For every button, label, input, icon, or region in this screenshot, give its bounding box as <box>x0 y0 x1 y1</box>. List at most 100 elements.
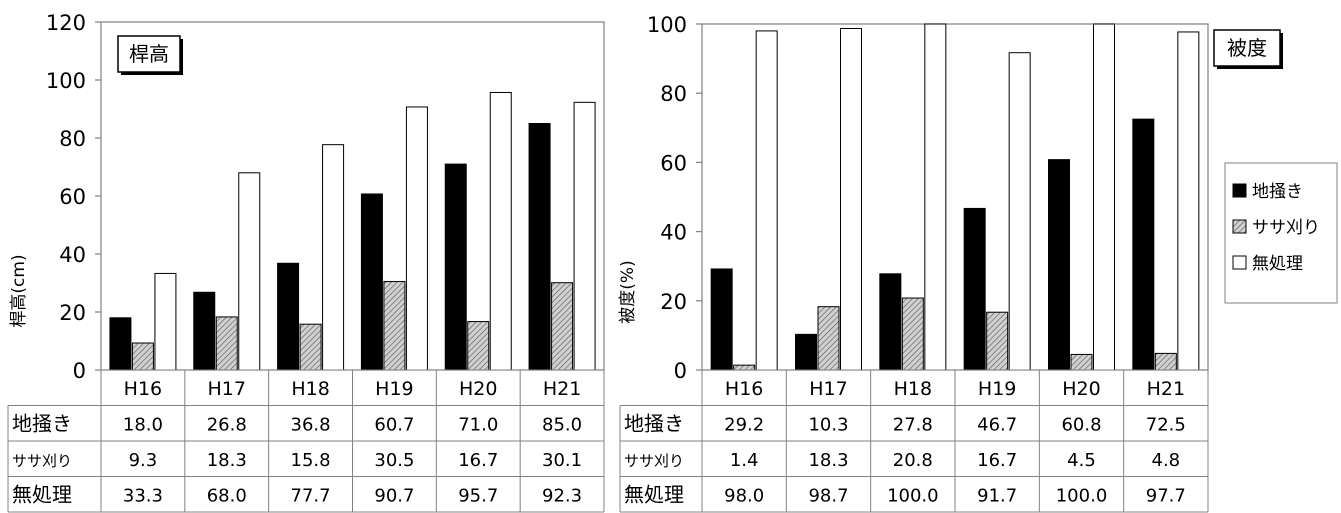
y-tick-label: 60 <box>59 185 86 209</box>
chart-title: 桿高 <box>129 42 169 66</box>
data-label: 95.7 <box>458 485 498 506</box>
x-tick-label: H16 <box>725 378 763 400</box>
x-tick-label: H19 <box>375 378 413 400</box>
bar <box>193 291 216 371</box>
bar <box>154 272 177 371</box>
table-series-name: 無処理 <box>624 482 684 506</box>
data-label: 30.5 <box>374 450 414 471</box>
title-box <box>117 35 181 73</box>
bar <box>444 163 467 371</box>
bar <box>238 172 261 371</box>
data-label: 77.7 <box>291 485 331 506</box>
data-label: 60.7 <box>374 414 414 435</box>
y-tick-label: 80 <box>660 82 687 106</box>
data-label: 9.3 <box>129 450 158 471</box>
legend-label: ササ刈り <box>1252 218 1320 238</box>
bar <box>528 123 551 371</box>
y-axis-label: 桿高(cm) <box>9 254 29 327</box>
x-tick-label: H18 <box>291 378 329 400</box>
bar <box>924 23 947 371</box>
bar <box>467 321 490 371</box>
bar <box>215 316 238 371</box>
x-tick-label: H21 <box>543 378 581 400</box>
data-label: 18.3 <box>808 450 848 471</box>
data-label: 10.3 <box>808 414 848 435</box>
table-series-name: ササ刈り <box>12 452 72 470</box>
bar <box>1132 118 1155 371</box>
bar <box>1070 353 1093 371</box>
bar <box>963 207 986 371</box>
data-label: 91.7 <box>977 485 1017 506</box>
x-tick-label: H20 <box>459 378 497 400</box>
data-label: 30.1 <box>542 450 582 471</box>
bar <box>986 311 1009 371</box>
y-tick-label: 20 <box>660 290 687 314</box>
bar <box>1048 159 1070 371</box>
x-tick-label: H20 <box>1062 378 1100 400</box>
bar <box>109 317 132 371</box>
data-label: 85.0 <box>542 414 582 435</box>
bar <box>901 297 924 371</box>
data-label: 26.8 <box>207 414 247 435</box>
bar <box>840 27 862 371</box>
table-series-name: 地掻き <box>624 411 684 435</box>
title-box <box>1213 29 1281 67</box>
bar <box>322 144 345 371</box>
bar <box>1008 52 1031 371</box>
x-tick-label: H17 <box>208 378 246 400</box>
bar <box>1093 23 1115 371</box>
data-label: 60.8 <box>1061 414 1101 435</box>
y-tick-label: 100 <box>647 13 687 37</box>
plot-area <box>701 23 1209 371</box>
y-tick-label: 60 <box>660 151 687 175</box>
data-label: 100.0 <box>887 485 939 506</box>
data-label: 1.4 <box>730 450 759 471</box>
x-tick-label: H16 <box>124 378 162 400</box>
bar <box>573 101 596 371</box>
data-label: 18.3 <box>207 450 247 471</box>
y-tick-label: 20 <box>59 301 86 325</box>
chart-panel-2: 0 20 40 60 80 100 被度(%) 被度 H16 H17 H18 H19 H20 H21 地掻き… <box>618 13 1283 513</box>
bar <box>383 281 406 371</box>
table-series-name: 地掻き <box>12 411 72 435</box>
data-label: 92.3 <box>542 485 582 506</box>
data-label: 98.0 <box>724 485 764 506</box>
bar <box>299 323 322 371</box>
y-tick-label: 0 <box>73 359 86 383</box>
data-label: 97.7 <box>1146 485 1186 506</box>
bar <box>277 262 300 371</box>
data-label: 27.8 <box>893 414 933 435</box>
x-tick-label: H17 <box>809 378 847 400</box>
bar <box>879 273 902 371</box>
y-tick-label: 80 <box>59 127 86 151</box>
data-label: 18.0 <box>123 414 163 435</box>
bar <box>817 306 840 371</box>
y-tick-label: 0 <box>674 359 687 383</box>
data-label: 15.8 <box>291 450 331 471</box>
legend-swatch <box>1232 219 1247 234</box>
legend-label: 地掻き <box>1252 182 1303 202</box>
data-label: 16.7 <box>977 450 1017 471</box>
y-axis-label: 被度(%) <box>618 260 638 323</box>
data-label: 33.3 <box>123 485 163 506</box>
data-label: 16.7 <box>458 450 498 471</box>
legend-label: 無処理 <box>1252 254 1303 274</box>
bar <box>755 30 778 371</box>
bar <box>131 342 154 371</box>
data-label: 4.8 <box>1152 450 1181 471</box>
data-label: 46.7 <box>977 414 1017 435</box>
y-tick-label: 40 <box>660 221 687 245</box>
data-label: 71.0 <box>458 414 498 435</box>
legend-swatch <box>1232 255 1247 270</box>
data-label: 20.8 <box>893 450 933 471</box>
data-label: 100.0 <box>1056 485 1108 506</box>
bar <box>710 268 733 371</box>
legend-swatch <box>1232 183 1247 198</box>
chart-title: 被度 <box>1227 36 1267 60</box>
data-label: 36.8 <box>291 414 331 435</box>
table-series-name: 無処理 <box>12 482 72 506</box>
data-label: 72.5 <box>1146 414 1186 435</box>
y-tick-label: 100 <box>46 69 86 93</box>
